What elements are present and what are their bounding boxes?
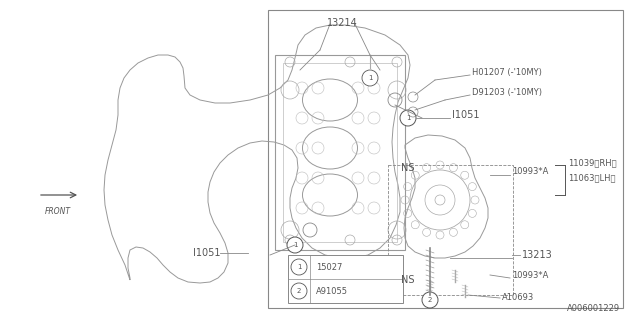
Bar	[288, 255, 403, 303]
Circle shape	[400, 110, 416, 126]
Bar	[275, 55, 405, 250]
Text: 13213: 13213	[522, 250, 553, 260]
Text: I1051: I1051	[452, 110, 479, 120]
Text: 1: 1	[292, 242, 297, 248]
Text: 10993*A: 10993*A	[512, 270, 548, 279]
Text: FRONT: FRONT	[45, 207, 71, 216]
Text: 10993*A: 10993*A	[512, 167, 548, 177]
Text: 1: 1	[297, 264, 301, 270]
Bar	[283, 63, 397, 242]
Circle shape	[291, 283, 307, 299]
Circle shape	[422, 292, 438, 308]
Text: I1051: I1051	[193, 248, 220, 258]
Text: H01207 (-'10MY): H01207 (-'10MY)	[472, 68, 542, 76]
Circle shape	[291, 259, 307, 275]
Text: D91203 (-'10MY): D91203 (-'10MY)	[472, 87, 542, 97]
Text: 2: 2	[297, 288, 301, 294]
Text: A91055: A91055	[316, 286, 348, 295]
Text: 13214: 13214	[326, 18, 357, 28]
Text: 1: 1	[406, 115, 410, 121]
Text: NS: NS	[401, 163, 415, 173]
Text: 1: 1	[368, 75, 372, 81]
Circle shape	[362, 70, 378, 86]
Text: 11063〈LH〉: 11063〈LH〉	[568, 173, 616, 182]
Text: 2: 2	[428, 297, 432, 303]
Text: 11039〈RH〉: 11039〈RH〉	[568, 158, 616, 167]
Text: NS: NS	[401, 275, 415, 285]
Bar	[388, 165, 513, 295]
Bar	[268, 10, 623, 308]
Text: A10693: A10693	[502, 293, 534, 302]
Text: 15027: 15027	[316, 262, 342, 271]
Circle shape	[287, 237, 303, 253]
Text: A006001229: A006001229	[567, 304, 620, 313]
